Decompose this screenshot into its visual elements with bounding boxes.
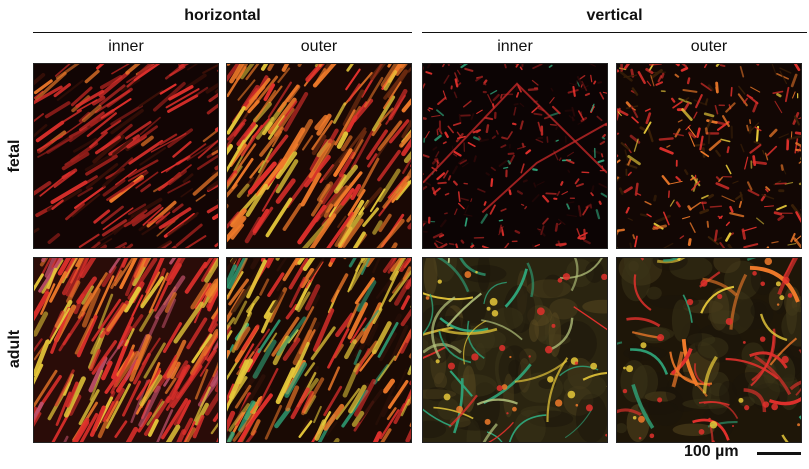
micrograph-fetal-vertical-outer — [616, 63, 802, 249]
micrograph-fetal-vertical-inner — [422, 63, 608, 249]
micrograph-adult-vertical-outer — [616, 257, 802, 443]
col-label-vertical-outer: outer — [690, 38, 728, 55]
vertical-header-rule — [422, 32, 807, 33]
micrograph-fetal-horizontal-outer — [226, 63, 412, 249]
micrograph-adult-horizontal-outer — [226, 257, 412, 443]
row-label-adult: adult — [6, 329, 23, 369]
col-label-horizontal-inner: inner — [108, 38, 144, 55]
row-label-fetal: fetal — [6, 139, 23, 173]
col-label-horizontal-outer: outer — [300, 38, 338, 55]
micrograph-fetal-horizontal-inner — [33, 63, 219, 249]
col-label-vertical-inner: inner — [497, 38, 533, 55]
vertical-header: vertical — [586, 7, 643, 24]
micrograph-adult-horizontal-inner — [33, 257, 219, 443]
micrograph-adult-vertical-inner — [422, 257, 608, 443]
scale-bar-label: 100 µm — [684, 443, 739, 460]
scale-bar — [757, 452, 801, 455]
horizontal-header-rule — [33, 32, 412, 33]
horizontal-header: horizontal — [184, 7, 261, 24]
